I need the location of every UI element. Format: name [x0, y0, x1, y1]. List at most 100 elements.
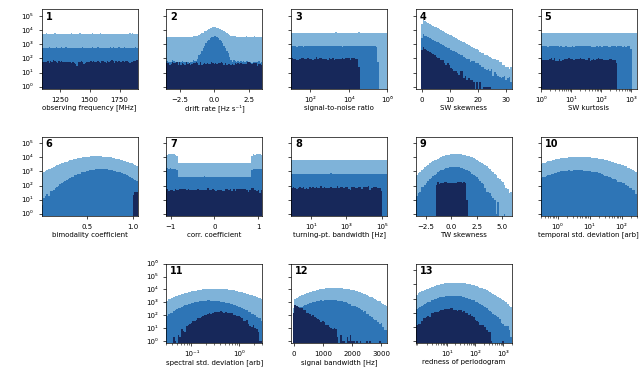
X-axis label: temporal std. deviation [arb]: temporal std. deviation [arb]	[538, 232, 639, 238]
Bar	[44, 172, 45, 377]
Bar	[118, 159, 120, 377]
Bar	[429, 38, 431, 377]
Bar	[463, 311, 465, 377]
Bar	[259, 193, 260, 377]
Bar	[568, 47, 570, 377]
Bar	[49, 63, 50, 377]
Bar	[461, 71, 463, 377]
Bar	[324, 59, 325, 377]
Bar	[614, 46, 616, 377]
Bar	[188, 190, 189, 377]
Bar	[379, 159, 381, 377]
Bar	[378, 300, 379, 377]
Bar	[227, 313, 228, 377]
Bar	[223, 313, 225, 377]
Bar	[345, 58, 346, 377]
Bar	[578, 46, 580, 377]
Bar	[450, 296, 452, 377]
Bar	[223, 191, 225, 377]
Bar	[60, 62, 61, 377]
Bar	[293, 313, 294, 377]
Bar	[593, 158, 595, 377]
Bar	[186, 37, 188, 377]
Bar	[202, 177, 204, 377]
Bar	[168, 62, 169, 377]
Bar	[361, 293, 363, 377]
Bar	[484, 307, 486, 377]
Bar	[346, 289, 348, 377]
Bar	[350, 174, 351, 377]
Bar	[585, 33, 586, 377]
Bar	[488, 69, 489, 377]
Bar	[371, 33, 372, 377]
Bar	[557, 61, 559, 377]
Bar	[89, 170, 90, 377]
Bar	[196, 163, 197, 377]
Bar	[339, 174, 340, 377]
Bar	[544, 32, 546, 377]
Bar	[378, 32, 379, 377]
Bar	[445, 64, 447, 377]
Bar	[556, 61, 557, 377]
Bar	[229, 57, 230, 377]
Bar	[604, 32, 606, 377]
Bar	[168, 299, 170, 377]
Bar	[294, 59, 296, 377]
Bar	[355, 174, 356, 377]
Bar	[604, 176, 606, 377]
Bar	[445, 283, 447, 377]
Bar	[104, 157, 105, 377]
Bar	[178, 177, 179, 377]
Bar	[294, 159, 296, 377]
Bar	[343, 174, 345, 377]
Bar	[95, 156, 97, 377]
Bar	[225, 189, 227, 377]
Bar	[340, 32, 342, 377]
Bar	[293, 320, 294, 377]
Bar	[325, 59, 327, 377]
Bar	[366, 174, 367, 377]
Bar	[129, 177, 131, 377]
Bar	[111, 34, 113, 377]
Bar	[244, 321, 246, 377]
Bar	[179, 176, 181, 377]
Bar	[221, 63, 222, 377]
Bar	[236, 291, 238, 377]
Bar	[126, 175, 128, 377]
Bar	[617, 46, 619, 377]
Bar	[491, 312, 492, 377]
Bar	[550, 174, 552, 377]
Bar	[601, 32, 603, 377]
Bar	[211, 190, 212, 377]
Bar	[434, 41, 436, 377]
Bar	[215, 163, 217, 377]
Bar	[100, 156, 102, 377]
Bar	[176, 63, 177, 377]
Bar	[63, 34, 64, 377]
Bar	[176, 170, 178, 377]
Bar	[99, 34, 100, 377]
Bar	[194, 177, 196, 377]
Bar	[173, 337, 175, 377]
Bar	[97, 156, 99, 377]
Bar	[452, 296, 453, 377]
Bar	[104, 34, 106, 377]
Bar	[196, 320, 197, 377]
Bar	[72, 176, 74, 377]
Bar	[509, 306, 510, 377]
Bar	[382, 327, 384, 377]
Bar	[175, 341, 176, 377]
Bar	[586, 157, 588, 377]
Bar	[221, 41, 222, 377]
Bar	[624, 184, 625, 377]
Bar	[303, 33, 304, 377]
Bar	[197, 59, 198, 377]
Bar	[379, 33, 381, 377]
Bar	[304, 159, 306, 377]
Bar	[166, 189, 168, 377]
Bar	[217, 289, 218, 377]
Bar	[582, 170, 583, 377]
Bar	[317, 46, 319, 377]
Bar	[384, 330, 385, 377]
Bar	[337, 46, 339, 377]
